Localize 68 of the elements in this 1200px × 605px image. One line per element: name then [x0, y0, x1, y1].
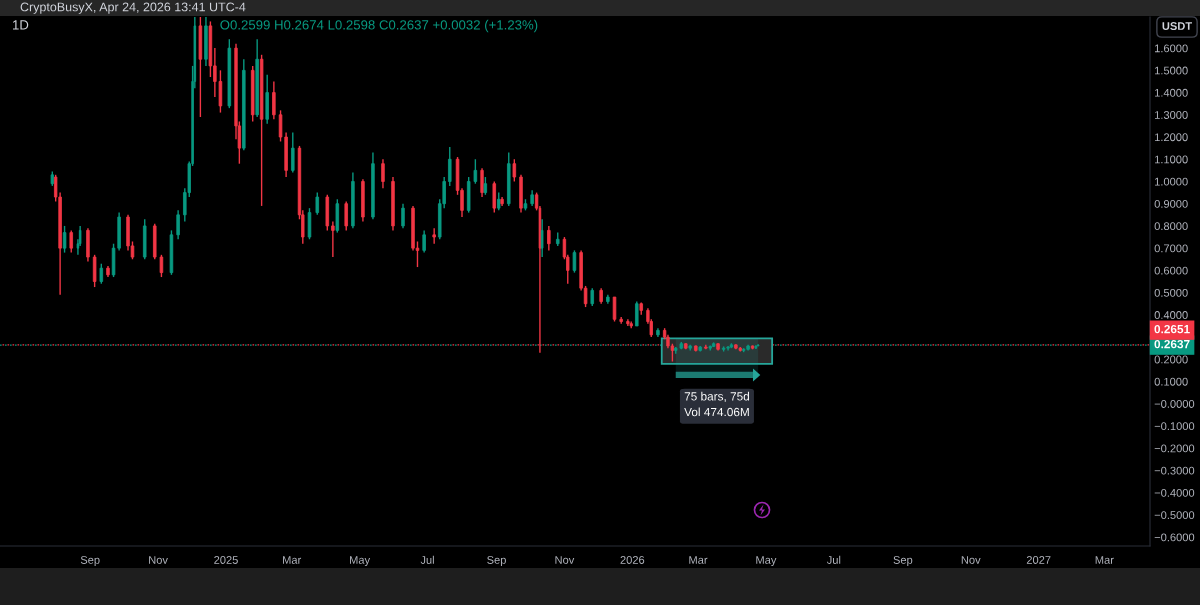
candlestick [344, 200, 348, 232]
y-tick-label: 1.1000 [1155, 155, 1188, 164]
annotation: O0.2599 H0.2674 L0.2598 C0.2637 +0.0032 (+1.23%) [220, 19, 538, 33]
candlestick [62, 225, 67, 254]
y-tick-label: −0.6000 [1154, 533, 1195, 542]
x-tick-label: Nov [961, 556, 981, 564]
candlestick [635, 300, 639, 327]
candlestick [612, 296, 617, 323]
y-tick-label: −0.0000 [1154, 400, 1195, 408]
candlestick [159, 254, 164, 278]
x-tick-label: Mar [1095, 556, 1114, 564]
y-tick-label: −0.2000 [1154, 444, 1195, 453]
y-tick-label: 1.2000 [1155, 133, 1188, 142]
y-tick-label: 0.1000 [1154, 377, 1188, 386]
y-tick-label: 0.8000 [1154, 222, 1188, 231]
x-tick-label: May [350, 556, 371, 567]
candlestick [512, 158, 517, 183]
x-tick-label: Sep [487, 556, 506, 567]
candlestick [291, 131, 295, 174]
x-tick-label: Jul [826, 555, 841, 564]
y-tick-label: 0.7000 [1154, 244, 1188, 253]
annotation: 75 bars, 75d Vol 474.06M [684, 391, 749, 417]
candlestick [432, 227, 436, 245]
x-tick-label: Nov [149, 556, 168, 564]
y-tick-label: 1.0000 [1155, 177, 1188, 186]
y-axis-title: USDT [1162, 22, 1192, 30]
x-tick-label: 2025 [214, 556, 238, 564]
candlestick [331, 220, 335, 258]
candlestick [480, 167, 484, 198]
candlestick [272, 80, 276, 120]
x-tick-label: Nov [555, 556, 575, 564]
x-tick-label: Mar [689, 556, 708, 564]
candlestick [540, 218, 544, 258]
candlestick [401, 203, 405, 229]
y-tick-label: 1.4000 [1155, 88, 1188, 97]
x-tick-label: 2027 [1026, 556, 1051, 564]
x-tick-label: Mar [283, 556, 302, 564]
chart-subtitle: CryptoBusyX, Apr 24, 2026 13:41 UTC-4 [20, 2, 246, 14]
y-tick-label: 1.6000 [1155, 44, 1188, 53]
y-tick-label: 1.5000 [1155, 66, 1188, 75]
candlestick [176, 209, 180, 240]
y-tick-label: 1.3000 [1155, 111, 1188, 119]
y-tick-label: 0.9000 [1154, 199, 1188, 208]
x-tick-label: Jul [420, 555, 434, 564]
candlestick [473, 158, 478, 185]
ref-line-label: 0.2651 [1154, 324, 1190, 334]
y-tick-label: −0.4000 [1154, 488, 1195, 497]
candlestick [69, 229, 73, 254]
x-tick-label: May [756, 556, 777, 567]
candlestick [315, 191, 320, 216]
y-tick-label: 0.2000 [1154, 355, 1188, 364]
candlestick [572, 249, 577, 274]
x-tick-label: Sep [893, 556, 913, 567]
y-tick-label: −0.1000 [1154, 422, 1195, 431]
candlestick [547, 225, 551, 252]
y-tick-label: −0.3000 [1154, 466, 1195, 475]
chart-title: 1D [13, 20, 29, 30]
x-tick-label: 2026 [620, 556, 645, 564]
y-tick-label: 0.4000 [1154, 311, 1188, 319]
candlestick [99, 263, 104, 285]
ref-line-label: 0.2637 [1154, 339, 1190, 349]
y-tick-label: 0.6000 [1154, 266, 1188, 275]
x-tick-label: Sep [80, 556, 100, 567]
y-tick-label: −0.5000 [1154, 511, 1195, 520]
candlestick [448, 146, 452, 187]
y-tick-label: 0.5000 [1154, 288, 1188, 297]
candlestick [422, 229, 426, 254]
candlestick [381, 158, 385, 189]
